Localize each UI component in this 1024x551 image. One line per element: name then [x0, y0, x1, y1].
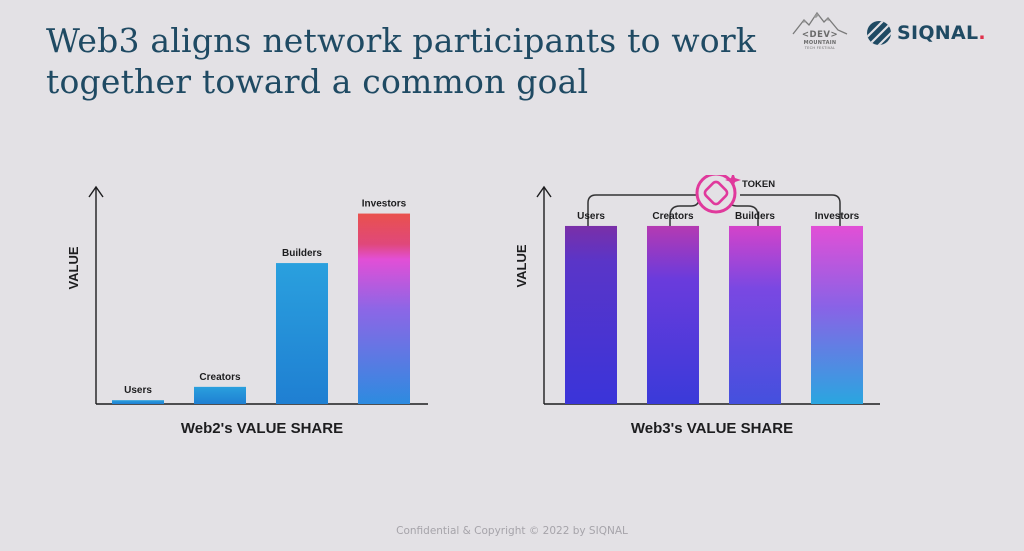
bar-builders: [276, 263, 328, 404]
y-axis-label: VALUE: [514, 244, 529, 287]
bar-creators: [194, 386, 246, 404]
bar-label-builders: Builders: [282, 248, 322, 259]
bar-users: [112, 400, 164, 404]
token-icon: [695, 175, 741, 214]
siqnal-logo: SIQNAL.: [866, 19, 986, 47]
web2-value-share-chart: VALUE Web2's VALUE SHARE Users Creators Bu…: [66, 185, 428, 437]
bar-investors: [811, 225, 863, 404]
siqnal-wordmark: SIQNAL.: [897, 22, 986, 44]
siqnal-dot: .: [978, 22, 986, 44]
footer-copyright: Confidential & Copyright © 2022 by SIQNA…: [396, 525, 628, 537]
token-label: TOKEN: [742, 179, 775, 190]
y-axis: [88, 185, 104, 404]
dev-logo-line2: MOUNTAIN: [803, 40, 837, 46]
dev-logo-line1: <DEV>: [801, 30, 839, 40]
siqnal-name: SIQNAL: [897, 22, 979, 44]
bar-label-creators: Creators: [652, 211, 694, 222]
bars: Users Creators Builders Investors: [112, 199, 410, 404]
chart-title: Web3's VALUE SHARE: [631, 420, 793, 437]
bar-builders: [729, 225, 781, 404]
web3-value-share-chart: VALUE Web3's VALUE SHARE TOKEN Users Crea…: [514, 175, 880, 437]
y-axis-label: VALUE: [66, 246, 81, 289]
bar-label-investors: Investors: [362, 199, 407, 210]
bar-label-builders: Builders: [735, 211, 775, 222]
siqnal-logo-icon: [867, 21, 891, 45]
bar-label-creators: Creators: [199, 372, 241, 383]
dev-mountain-logo: [790, 8, 850, 64]
bar-users: [565, 225, 617, 404]
bar-label-users: Users: [124, 385, 152, 396]
dev-mountain-wordmark: <DEV> MOUNTAIN TECH FESTIVAL: [792, 30, 848, 50]
token-bracket: [587, 194, 841, 226]
bar-creators: [647, 225, 699, 404]
bar-label-investors: Investors: [815, 211, 860, 222]
bar-investors: [358, 213, 410, 404]
chart-title: Web2's VALUE SHARE: [181, 420, 343, 437]
slide-title: Web3 aligns network participants to work…: [46, 21, 757, 101]
bar-label-users: Users: [577, 211, 605, 222]
mountain-icon: [792, 11, 848, 35]
bars: Users Creators Builders Investors: [565, 211, 863, 404]
y-axis: [536, 185, 552, 404]
dev-logo-line3: TECH FESTIVAL: [804, 46, 836, 50]
